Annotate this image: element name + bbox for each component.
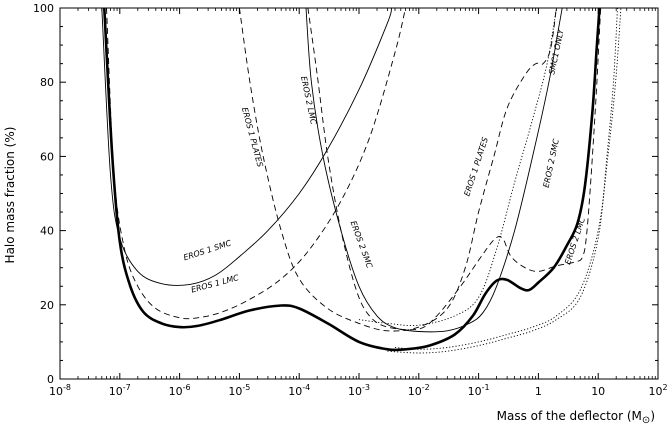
x-tick-label: 10-7 [109,383,131,398]
sun-symbol: ⊙ [642,415,650,426]
series-group [101,7,622,354]
y-tick-label: 100 [33,2,54,15]
series-eros-2-dotted-lmc [387,7,618,354]
y-axis-title: Halo mass fraction (%) [3,127,17,264]
x-axis-title: Mass of the deflector (M⊙) [497,409,655,426]
curve-label: EROS 1 LMC [190,273,240,295]
series-eros-1-smc-dotted [358,7,557,327]
x-tick-label: 10-5 [228,383,250,398]
series-eros-2-smc [305,7,563,333]
series-eros-1-plates [238,7,557,332]
x-axis-title-main: Mass of the deflector (M [497,409,642,423]
curve-label: EROS 1 PLATES [462,136,490,197]
curve-label: EROS 1 PLATES [240,106,265,168]
curve-label: EROS 2 LMC [299,75,318,125]
x-tick-label: 10 [591,385,605,398]
series-eros-1-smc [101,7,392,286]
curve-label: EROS 2 LMC [563,216,587,266]
y-tick-label: 20 [40,299,54,312]
curve-label: EROS 1 SMC [182,238,232,262]
x-tick-label: 10-8 [49,383,71,398]
series-combined-limit [103,7,601,352]
y-tick-label: 60 [40,150,54,163]
curve-label: EROS 2 SMC [349,220,375,270]
x-tick-label: 10-3 [348,383,370,398]
x-tick-label: 10-1 [468,383,490,398]
curve-label: EROS 2 SMC [542,138,561,189]
series-eros-1-lmc [106,7,406,320]
x-tick-label: 1 [535,385,542,398]
axis-ticks: 10-8 10-7 10-6 10-5 10-4 10-3 10-2 10-1 1 10 102 0 2… [33,2,668,398]
x-axis-title-close: ) [650,409,655,423]
x-tick-label: 10-2 [408,383,430,398]
y-tick-label: 40 [40,225,54,238]
x-tick-label: 102 [648,383,667,398]
y-tick-label: 80 [40,76,54,89]
y-tick-label: 0 [47,373,54,386]
x-tick-label: 10-4 [288,383,310,398]
x-tick-label: 10-6 [169,383,191,398]
curve-labels: EROS 1 SMC EROS 1 LMC EROS 1 PLATES EROS 2 … [182,27,587,294]
